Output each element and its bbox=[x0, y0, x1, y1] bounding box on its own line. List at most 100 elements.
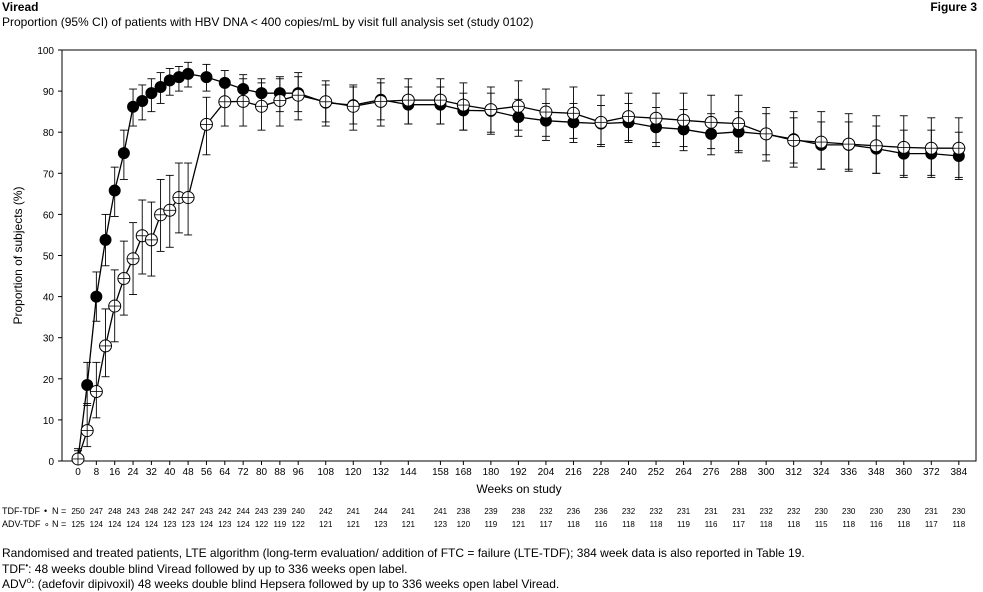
n-count-adv: 118 bbox=[952, 520, 965, 529]
n-count-adv: 117 bbox=[925, 520, 938, 529]
data-point-tdf-tdf bbox=[117, 147, 130, 160]
y-tick-label: 80 bbox=[43, 128, 55, 139]
n-count-adv: 124 bbox=[108, 520, 122, 529]
n-count-adv: 118 bbox=[787, 520, 800, 529]
data-point-tdf-tdf bbox=[108, 184, 121, 197]
x-tick-label: 204 bbox=[538, 467, 555, 478]
y-tick-label: 90 bbox=[43, 87, 55, 98]
x-tick-label: 108 bbox=[317, 467, 334, 478]
x-tick-label: 158 bbox=[432, 467, 449, 478]
n-count-adv: 124 bbox=[200, 520, 214, 529]
n-count-adv: 121 bbox=[402, 520, 416, 529]
footnote-3-sup: o bbox=[26, 576, 32, 585]
x-tick-label: 348 bbox=[868, 467, 885, 478]
n-count-tdf: 241 bbox=[402, 507, 416, 516]
n-count-tdf: 250 bbox=[71, 507, 85, 516]
y-tick-label: 10 bbox=[43, 416, 55, 427]
n-count-adv: 117 bbox=[732, 520, 745, 529]
x-tick-label: 96 bbox=[293, 467, 305, 478]
n-count-adv: 122 bbox=[292, 520, 306, 529]
n-count-adv: 116 bbox=[595, 520, 608, 529]
n-count-adv: 124 bbox=[236, 520, 250, 529]
x-tick-label: 360 bbox=[895, 467, 912, 478]
n-count-adv: 124 bbox=[90, 520, 104, 529]
n-count-tdf: 242 bbox=[218, 507, 232, 516]
y-tick-label: 60 bbox=[43, 210, 55, 221]
x-tick-label: 264 bbox=[675, 467, 692, 478]
n-count-tdf: 242 bbox=[163, 507, 177, 516]
series-line-adv-tdf bbox=[77, 94, 959, 460]
x-tick-label: 32 bbox=[146, 467, 158, 478]
n-count-tdf: 231 bbox=[925, 507, 939, 516]
y-tick-label: 100 bbox=[37, 46, 54, 57]
n-count-adv: 121 bbox=[319, 520, 333, 529]
data-point-tdf-tdf bbox=[145, 87, 158, 100]
n-count-adv: 117 bbox=[540, 520, 553, 529]
n-count-adv: 116 bbox=[870, 520, 883, 529]
x-tick-label: 228 bbox=[593, 467, 610, 478]
n-count-adv: 116 bbox=[705, 520, 718, 529]
footnote-1: Randomised and treated patients, LTE alg… bbox=[2, 546, 805, 560]
n-count-tdf: 244 bbox=[374, 507, 388, 516]
footnote-2-sup: • bbox=[25, 561, 29, 570]
data-point-tdf-tdf bbox=[81, 378, 94, 391]
n-count-tdf: 247 bbox=[90, 507, 104, 516]
n-count-adv: 123 bbox=[181, 520, 195, 529]
n-count-tdf: 239 bbox=[484, 507, 498, 516]
data-point-tdf-tdf bbox=[200, 71, 213, 84]
n-count-adv: 123 bbox=[434, 520, 448, 529]
x-tick-label: 40 bbox=[164, 467, 176, 478]
x-tick-label: 312 bbox=[785, 467, 802, 478]
n-count-tdf: 230 bbox=[952, 507, 966, 516]
n-count-adv: 124 bbox=[126, 520, 140, 529]
n-count-tdf: 232 bbox=[787, 507, 801, 516]
n-count-tdf: 240 bbox=[292, 507, 306, 516]
x-tick-label: 192 bbox=[510, 467, 527, 478]
n-count-tdf: 244 bbox=[236, 507, 250, 516]
n-count-tdf: 231 bbox=[732, 507, 746, 516]
figure-label: Figure 3 bbox=[930, 0, 977, 14]
n-row-label-adv: ADV-TDF bbox=[2, 519, 41, 529]
x-tick-label: 336 bbox=[840, 467, 857, 478]
footnote-2: TDF•: 48 weeks double blind Viread follo… bbox=[2, 561, 408, 576]
data-point-tdf-tdf bbox=[136, 94, 149, 107]
chart-title: Proportion (95% CI) of patients with HBV… bbox=[2, 15, 534, 29]
data-point-tdf-tdf bbox=[154, 80, 167, 93]
n-row-marker-tdf: • bbox=[44, 506, 47, 516]
n-count-tdf: 248 bbox=[145, 507, 159, 516]
x-tick-label: 56 bbox=[201, 467, 213, 478]
n-count-tdf: 230 bbox=[815, 507, 829, 516]
n-count-tdf: 241 bbox=[434, 507, 448, 516]
n-count-tdf: 243 bbox=[200, 507, 214, 516]
n-count-tdf: 232 bbox=[759, 507, 773, 516]
data-point-tdf-tdf bbox=[90, 290, 103, 303]
n-row-label-tdf: TDF-TDF bbox=[2, 506, 40, 516]
n-count-adv: 119 bbox=[485, 520, 498, 529]
n-count-adv: 125 bbox=[71, 520, 85, 529]
x-tick-label: 24 bbox=[127, 467, 139, 478]
n-count-adv: 123 bbox=[374, 520, 388, 529]
n-row-marker-adv: ∘ bbox=[44, 519, 50, 529]
footnote-3-text: : (adefovir dipivoxil) 48 weeks double b… bbox=[31, 577, 560, 591]
x-tick-label: 144 bbox=[400, 467, 417, 478]
x-tick-label: 216 bbox=[565, 467, 582, 478]
n-count-adv: 119 bbox=[677, 520, 690, 529]
x-tick-label: 252 bbox=[648, 467, 665, 478]
n-count-adv: 120 bbox=[457, 520, 471, 529]
y-tick-label: 40 bbox=[43, 293, 55, 304]
x-tick-label: 372 bbox=[923, 467, 940, 478]
footnote-2-text: : 48 weeks double blind Viread followed … bbox=[28, 562, 408, 576]
x-tick-label: 384 bbox=[950, 467, 967, 478]
n-count-tdf: 247 bbox=[181, 507, 195, 516]
n-count-adv: 124 bbox=[145, 520, 159, 529]
n-count-tdf: 239 bbox=[273, 507, 287, 516]
data-point-tdf-tdf bbox=[99, 233, 112, 246]
y-tick-label: 70 bbox=[43, 169, 55, 180]
y-tick-label: 20 bbox=[43, 375, 55, 386]
n-count-tdf: 232 bbox=[622, 507, 636, 516]
n-count-tdf: 231 bbox=[677, 507, 691, 516]
footnote-3-label: ADV bbox=[2, 577, 27, 591]
n-count-adv: 123 bbox=[163, 520, 177, 529]
n-count-adv: 123 bbox=[218, 520, 232, 529]
